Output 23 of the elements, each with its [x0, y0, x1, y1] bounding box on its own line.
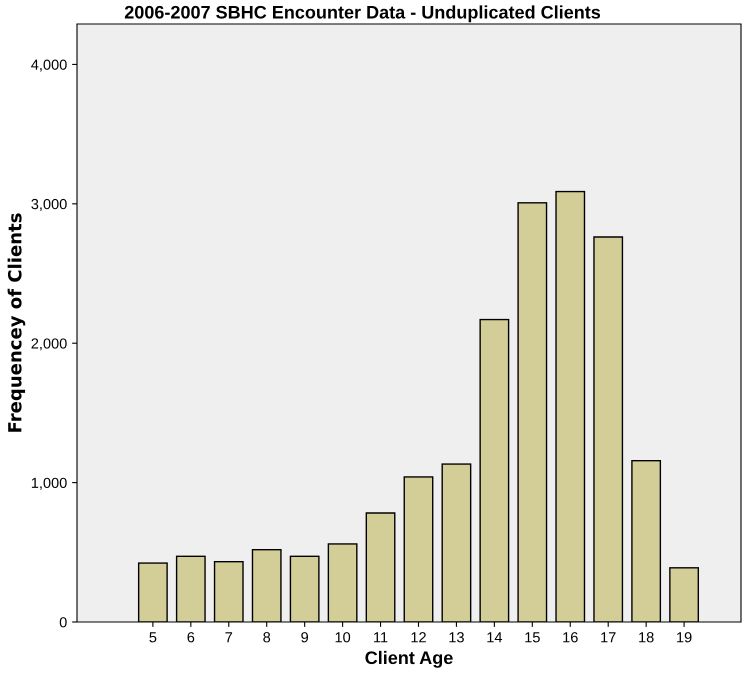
x-tick-label: 5 — [149, 632, 156, 642]
x-axis-title: Client Age — [365, 650, 453, 668]
x-tick-label: 10 — [336, 632, 350, 642]
y-tick-label: 2,000 — [32, 338, 67, 350]
x-tick-label: 7 — [225, 632, 232, 642]
x-tick-label: 9 — [301, 632, 308, 642]
x-tick-label: 8 — [263, 632, 270, 642]
x-tick-label: 18 — [639, 632, 654, 642]
y-tick-label: 3,000 — [31, 198, 67, 211]
x-tick-label: 17 — [601, 632, 616, 642]
x-tick-label: 12 — [411, 632, 426, 642]
x-tick-label: 16 — [563, 632, 578, 642]
y-tick-label: 1,000 — [32, 478, 67, 490]
x-tick-label: 19 — [677, 632, 692, 642]
y-tick-label: 4,000 — [31, 60, 67, 72]
y-axis-title: Frequencey of Clients — [8, 213, 26, 432]
x-tick-label: 13 — [449, 632, 464, 642]
y-tick-label: 0 — [60, 617, 67, 628]
x-tick-label: 11 — [374, 632, 388, 642]
x-tick-label: 15 — [525, 632, 540, 642]
x-tick-label: 14 — [487, 632, 502, 642]
x-tick-label: 6 — [188, 632, 194, 642]
chart-title: 2006-2007 SBHC Encounter Data - Unduplicated Clients — [124, 5, 600, 22]
